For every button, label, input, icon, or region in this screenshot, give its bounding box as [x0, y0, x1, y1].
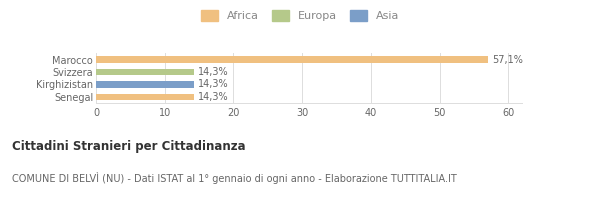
- Bar: [96, 94, 194, 100]
- Text: 14,3%: 14,3%: [197, 79, 229, 89]
- Bar: [96, 56, 488, 63]
- Bar: [96, 69, 194, 75]
- Legend: Africa, Europa, Asia: Africa, Europa, Asia: [199, 8, 401, 23]
- Text: 14,3%: 14,3%: [197, 92, 229, 102]
- Text: 57,1%: 57,1%: [492, 55, 523, 65]
- Bar: [96, 81, 194, 88]
- Text: COMUNE DI BELVÌ (NU) - Dati ISTAT al 1° gennaio di ogni anno - Elaborazione TUTT: COMUNE DI BELVÌ (NU) - Dati ISTAT al 1° …: [12, 172, 457, 184]
- Text: 14,3%: 14,3%: [197, 67, 229, 77]
- Text: Cittadini Stranieri per Cittadinanza: Cittadini Stranieri per Cittadinanza: [12, 140, 245, 153]
